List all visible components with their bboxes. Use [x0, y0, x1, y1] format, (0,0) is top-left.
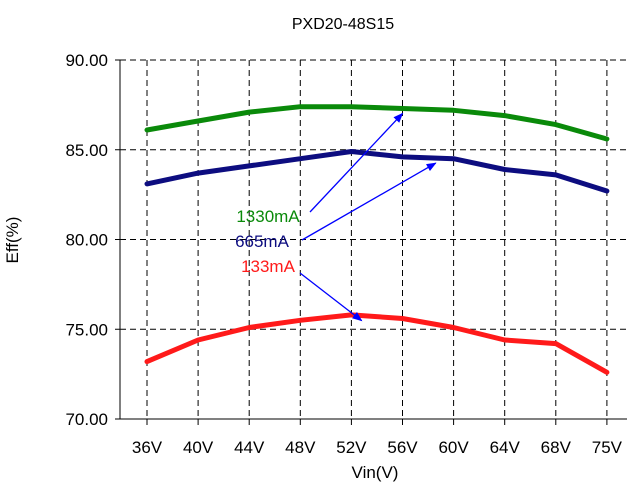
annotation-label: 133mA: [241, 257, 296, 276]
annotation-arrow: [301, 162, 437, 241]
x-tick-label: 52V: [336, 438, 367, 457]
series-line-1330mA: [144, 104, 610, 142]
x-tick-label: 44V: [234, 438, 265, 457]
x-tick-label: 40V: [183, 438, 214, 457]
y-tick-label: 80.00: [65, 231, 108, 250]
x-tick-label: 75V: [592, 438, 623, 457]
grid-lines: [120, 59, 627, 419]
x-axis-label: Vin(V): [352, 463, 399, 482]
y-axis-label: Eff(%): [3, 217, 22, 264]
axes: 70.00 75.00 80.00 85.00 90.00 36V 40V 44V 48V 52V…: [65, 51, 627, 457]
x-tick-label: 48V: [285, 438, 316, 457]
y-tick-label: 85.00: [65, 141, 108, 160]
x-tick-label: 36V: [132, 438, 163, 457]
y-tick-label: 75.00: [65, 320, 108, 339]
chart-title: PXD20-48S15: [292, 16, 394, 33]
annotation-label: 1330mA: [236, 207, 300, 226]
annotation-label: 665mA: [235, 232, 290, 251]
y-tick-label: 70.00: [65, 410, 108, 429]
annotation-arrow: [309, 112, 404, 213]
annotations: 1330mA 665mA 133mA: [235, 112, 437, 322]
series-lines: [144, 104, 610, 375]
y-tick-label: 90.00: [65, 51, 108, 70]
series-line-665mA: [144, 149, 610, 194]
x-tick-label: 60V: [438, 438, 469, 457]
series-line-133mA: [144, 312, 610, 375]
x-tick-label: 56V: [387, 438, 418, 457]
x-tick-label: 68V: [541, 438, 572, 457]
annotation-arrow: [299, 272, 363, 322]
x-tick-label: 64V: [490, 438, 521, 457]
